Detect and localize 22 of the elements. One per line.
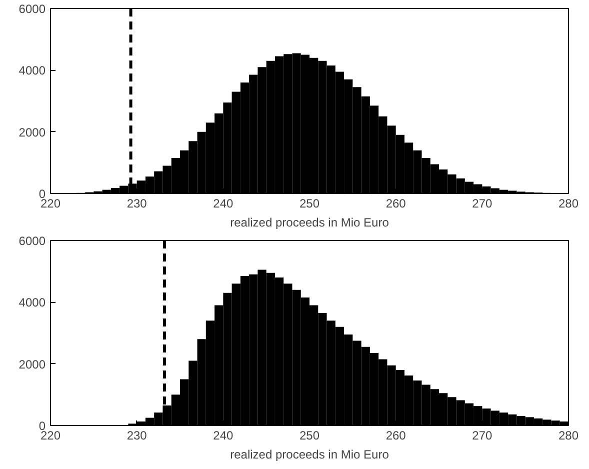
x-tick-label: 230 bbox=[126, 196, 148, 210]
x-tick-label: 250 bbox=[299, 428, 320, 442]
x-tick-label: 240 bbox=[213, 196, 234, 210]
x-tick-label: 250 bbox=[299, 196, 320, 210]
x-tick-label: 280 bbox=[558, 428, 579, 442]
y-tick-label: 4000 bbox=[18, 296, 46, 310]
y-tick-label: 2000 bbox=[18, 125, 46, 140]
x-tick-label: 270 bbox=[472, 196, 493, 210]
x-tick-label: 240 bbox=[213, 428, 234, 442]
x-axis-title: realized proceeds in Mio Euro bbox=[230, 216, 390, 230]
x-tick-label: 230 bbox=[126, 428, 148, 442]
y-tick-label: 4000 bbox=[18, 64, 46, 78]
x-tick-label: 280 bbox=[558, 196, 579, 210]
x-axis-title: realized proceeds in Mio Euro bbox=[230, 448, 390, 462]
x-tick-label: 270 bbox=[472, 428, 493, 442]
x-tick-label: 220 bbox=[40, 196, 61, 210]
y-tick-label: 6000 bbox=[18, 2, 46, 16]
x-tick-label: 220 bbox=[40, 428, 61, 442]
x-tick-label: 260 bbox=[386, 428, 406, 442]
x-tick-label: 260 bbox=[386, 196, 406, 210]
y-tick-label: 2000 bbox=[18, 357, 46, 372]
y-tick-label: 6000 bbox=[18, 234, 46, 248]
